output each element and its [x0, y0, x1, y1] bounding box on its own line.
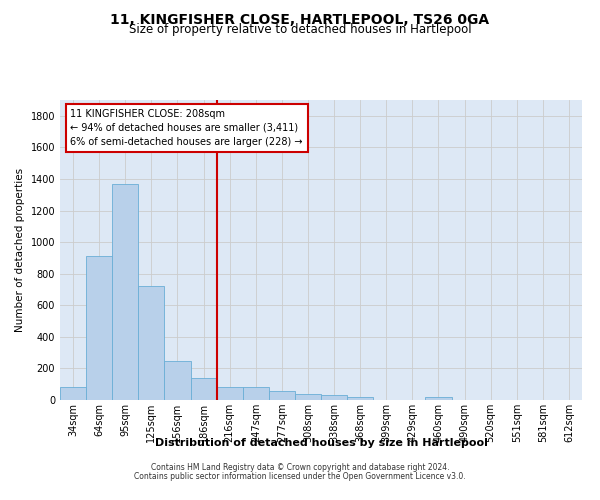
Bar — [347, 397, 373, 400]
Text: 11, KINGFISHER CLOSE, HARTLEPOOL, TS26 0GA: 11, KINGFISHER CLOSE, HARTLEPOOL, TS26 0… — [110, 12, 490, 26]
Text: Contains public sector information licensed under the Open Government Licence v3: Contains public sector information licen… — [134, 472, 466, 481]
Bar — [191, 378, 217, 400]
Bar — [321, 396, 347, 400]
Bar — [269, 392, 295, 400]
Bar — [60, 388, 86, 400]
Y-axis label: Number of detached properties: Number of detached properties — [15, 168, 25, 332]
Bar — [164, 362, 191, 400]
Bar — [139, 286, 164, 400]
Bar — [217, 386, 243, 400]
Bar — [242, 388, 269, 400]
Text: Contains HM Land Registry data © Crown copyright and database right 2024.: Contains HM Land Registry data © Crown c… — [151, 464, 449, 472]
Bar — [425, 397, 452, 400]
Bar — [112, 184, 139, 400]
Bar — [86, 256, 112, 400]
Text: Size of property relative to detached houses in Hartlepool: Size of property relative to detached ho… — [128, 22, 472, 36]
Text: Distribution of detached houses by size in Hartlepool: Distribution of detached houses by size … — [155, 438, 487, 448]
Text: 11 KINGFISHER CLOSE: 208sqm
← 94% of detached houses are smaller (3,411)
6% of s: 11 KINGFISHER CLOSE: 208sqm ← 94% of det… — [70, 109, 303, 147]
Bar — [295, 394, 321, 400]
